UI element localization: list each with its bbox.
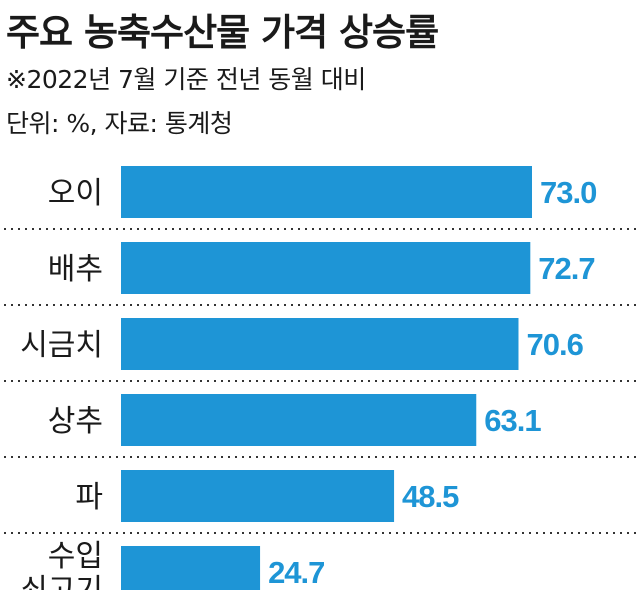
category-label: 시금치: [20, 328, 103, 363]
bar-value-label: 70.6: [526, 327, 583, 362]
bar: [121, 166, 532, 218]
bar-value-label: 63.1: [484, 403, 541, 438]
bar: [121, 470, 395, 522]
chart-subtitle: ※2022년 7월 기준 전년 동월 대비: [6, 65, 366, 94]
chart-title: 주요 농축수산물 가격 상승률: [6, 11, 439, 54]
bar-value-label: 72.7: [538, 251, 594, 286]
category-label: 상추: [48, 404, 103, 439]
bar: [121, 546, 261, 590]
unit-source-note: 단위: %, 자료: 통계청: [6, 109, 233, 138]
category-label: 오이: [48, 176, 103, 211]
bar: [121, 318, 519, 370]
category-label: 쇠고기: [20, 573, 103, 590]
category-label: 배추: [48, 252, 103, 287]
bar: [121, 242, 531, 294]
bar-value-label: 48.5: [402, 479, 459, 514]
bar: [121, 394, 477, 446]
category-label: 수입: [48, 539, 103, 574]
bar-value-label: 73.0: [540, 175, 596, 210]
bar-value-label: 24.7: [268, 555, 324, 590]
category-label: 파: [75, 480, 103, 515]
